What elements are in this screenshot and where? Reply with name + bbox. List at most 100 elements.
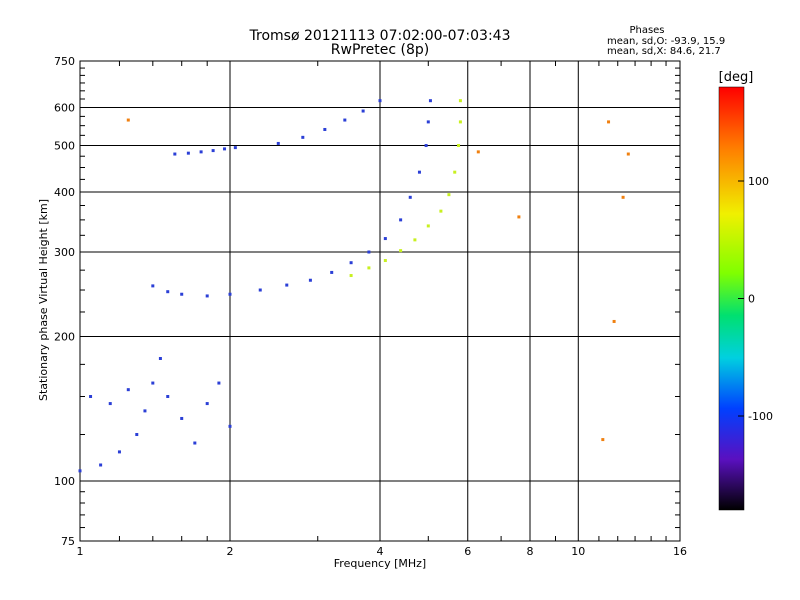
data-point <box>166 395 170 399</box>
chart-title: Tromsø 20121113 07:02:00-07:03:43 <box>249 28 511 44</box>
data-point <box>439 209 443 213</box>
y-tick-label: 600 <box>54 102 75 115</box>
data-point <box>361 109 365 113</box>
data-point <box>228 424 232 428</box>
x-axis-label: Frequency [MHz] <box>334 557 426 570</box>
y-tick-label: 200 <box>54 331 75 344</box>
y-gridlines <box>80 107 680 482</box>
data-point <box>378 99 382 103</box>
y-tick-label: 500 <box>54 140 75 153</box>
data-point <box>108 402 112 406</box>
x-tick-labels: 1 2 4 6 8 10 16 <box>77 545 688 558</box>
data-point <box>211 149 215 153</box>
data-point <box>330 270 334 274</box>
data-point <box>228 292 232 296</box>
data-point <box>408 195 412 199</box>
data-point <box>457 144 461 148</box>
data-point <box>428 99 432 103</box>
data-point <box>180 292 184 296</box>
data-point <box>117 450 121 454</box>
data-point <box>476 150 480 154</box>
x-gridlines <box>229 61 579 541</box>
data-point <box>417 170 421 174</box>
x-tick-label: 2 <box>227 545 234 558</box>
x-tick-label: 8 <box>527 545 534 558</box>
data-point <box>166 290 170 294</box>
data-point <box>78 469 82 473</box>
data-point <box>607 120 611 124</box>
y-tick-label: 75 <box>61 535 75 548</box>
data-point <box>426 120 430 124</box>
data-point <box>126 388 130 392</box>
y-axis-label: Stationary phase Virtual Height [km] <box>37 199 50 401</box>
colorbar-label: [deg] <box>719 70 754 85</box>
data-point <box>343 118 347 122</box>
data-point <box>193 441 197 445</box>
data-point <box>323 127 327 131</box>
data-point <box>424 144 428 148</box>
data-point <box>349 261 353 265</box>
x-tick-label: 1 <box>77 545 84 558</box>
y-tick-label: 750 <box>54 55 75 68</box>
stats-x-line: mean, sd,X: 84.6, 21.7 <box>607 46 721 57</box>
data-point <box>458 120 462 124</box>
y-tick-label: 300 <box>54 246 75 259</box>
data-point <box>151 381 155 385</box>
stats-heading: Phases <box>629 25 664 36</box>
data-point <box>301 135 305 139</box>
data-point <box>413 238 417 242</box>
data-point <box>233 146 237 150</box>
data-point <box>399 249 403 253</box>
x-tick-label: 4 <box>377 545 384 558</box>
y-tick-labels: 75 100 200 300 400 500 600 750 <box>54 55 75 548</box>
colorbar-tick-label: 0 <box>748 293 755 306</box>
data-point <box>383 259 387 263</box>
data-point <box>612 319 616 323</box>
y-tick-label: 100 <box>54 475 75 488</box>
data-point <box>383 237 387 241</box>
colorbar-ticks: 100 0 -100 <box>738 175 773 423</box>
data-point <box>258 288 262 292</box>
x-tick-label: 16 <box>673 545 687 558</box>
chart-subtitle: RwPretec (8p) <box>331 42 429 58</box>
colorbar-tick-label: 100 <box>748 175 769 188</box>
data-point <box>199 150 203 154</box>
x-tick-label: 6 <box>464 545 471 558</box>
data-point <box>89 395 93 399</box>
y-tick-label: 400 <box>54 186 75 199</box>
data-point <box>621 195 625 199</box>
data-point <box>308 278 312 282</box>
plot-area <box>78 60 681 542</box>
colorbar-tick-label: -100 <box>748 410 773 423</box>
data-point <box>126 118 130 122</box>
data-point <box>447 193 451 197</box>
data-point <box>186 151 190 155</box>
data-point <box>135 433 139 437</box>
data-point <box>151 284 155 288</box>
data-point <box>601 438 605 442</box>
y-minor-ticks <box>80 67 680 529</box>
data-point <box>173 152 177 156</box>
data-point <box>517 215 521 219</box>
data-point <box>367 250 371 254</box>
data-point <box>158 356 162 360</box>
data-point <box>399 218 403 222</box>
data-point <box>143 409 147 413</box>
data-point <box>367 266 371 270</box>
data-point <box>349 274 353 278</box>
data-point <box>217 381 221 385</box>
data-point <box>285 283 289 287</box>
data-point <box>426 224 430 228</box>
stats-o-line: mean, sd,O: -93.9, 15.9 <box>607 36 725 47</box>
data-point <box>453 170 457 174</box>
data-point <box>458 99 462 103</box>
data-point <box>223 147 227 151</box>
data-point <box>626 152 630 156</box>
data-point <box>276 141 280 145</box>
x-tick-label: 10 <box>571 545 585 558</box>
data-point <box>205 294 209 298</box>
data-point <box>180 416 184 420</box>
data-point <box>99 463 103 467</box>
x-minor-ticks <box>118 61 667 541</box>
